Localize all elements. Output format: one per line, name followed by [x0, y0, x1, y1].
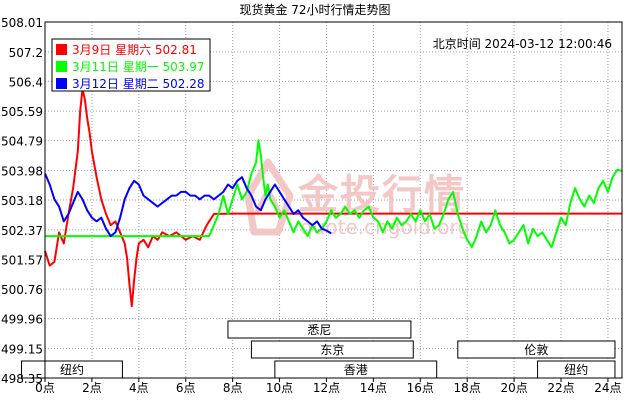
- market-session-label: 悉尼: [307, 323, 331, 337]
- series: [44, 87, 623, 308]
- legend-swatch: [56, 78, 67, 89]
- legend-swatch: [56, 61, 67, 72]
- y-tick-label: 498.35: [1, 372, 43, 386]
- x-tick-label: 10点: [266, 381, 293, 395]
- y-tick-label: 502.37: [1, 224, 43, 238]
- grid: [45, 22, 622, 378]
- x-tick-label: 24点: [594, 381, 621, 395]
- market-session-box: [227, 320, 412, 339]
- y-tick-label: 499.15: [1, 343, 43, 357]
- y-tick-label: 506.4: [9, 75, 43, 89]
- x-tick-label: 0点: [35, 381, 55, 395]
- market-session-label: 香港: [344, 363, 368, 377]
- x-tick-label: 12点: [313, 381, 340, 395]
- y-tick-label: 499.96: [1, 313, 43, 327]
- x-tick-label: 18点: [454, 381, 481, 395]
- axes: 508.01 507.2 506.4 505.59 504.79 503.98 503.18…: [1, 16, 622, 395]
- market-session-box: [457, 340, 616, 359]
- legend-entry: 3月9日 星期六 502.81: [72, 43, 197, 57]
- x-tick-label: 14点: [360, 381, 387, 395]
- y-tick-label: 504.79: [1, 135, 43, 149]
- y-tick-label: 503.18: [1, 194, 43, 208]
- x-tick-label: 16点: [407, 381, 434, 395]
- series-line-2: [44, 173, 332, 238]
- x-tick-label: 4点: [129, 381, 149, 395]
- series-line-1: [45, 139, 623, 249]
- market-session-label: 纽约: [564, 362, 588, 377]
- x-tick-label: 8点: [223, 381, 243, 395]
- market-session-label: 东京: [320, 343, 344, 357]
- y-tick-label: 505.59: [1, 105, 43, 119]
- y-tick-label: 508.01: [1, 16, 43, 30]
- chart-title: 现货黄金 72小时行情走势图: [239, 2, 390, 17]
- legend-entry: 3月12日 星期二 502.28: [72, 77, 205, 91]
- market-session-label: 纽约: [60, 362, 84, 377]
- market-session-label: 伦敦: [524, 342, 548, 357]
- x-tick-label: 6点: [176, 381, 196, 395]
- timestamp: 北京时间 2024-03-12 12:00:46: [433, 37, 612, 51]
- legend-box: [51, 38, 211, 92]
- y-tick-label: 503.98: [1, 165, 43, 179]
- x-tick-label: 20点: [500, 381, 527, 395]
- x-tick-label: 22点: [547, 381, 574, 395]
- y-tick-label: 507.2: [9, 46, 43, 60]
- watermark-brand: 金投行情: [297, 172, 466, 218]
- market-session-box: [250, 340, 414, 359]
- legend: 3月9日 星期六 502.81 3月11日 星期一 503.97 3月12日 星期二…: [51, 38, 211, 92]
- legend-swatch: [56, 44, 67, 55]
- y-tick-label: 500.76: [1, 283, 43, 297]
- legend-entry: 3月11日 星期一 503.97: [72, 60, 205, 74]
- plot-frame: [44, 21, 623, 379]
- y-tick-label: 501.57: [1, 253, 43, 267]
- x-tick-label: 2点: [82, 381, 102, 395]
- series-line-0: [44, 87, 622, 308]
